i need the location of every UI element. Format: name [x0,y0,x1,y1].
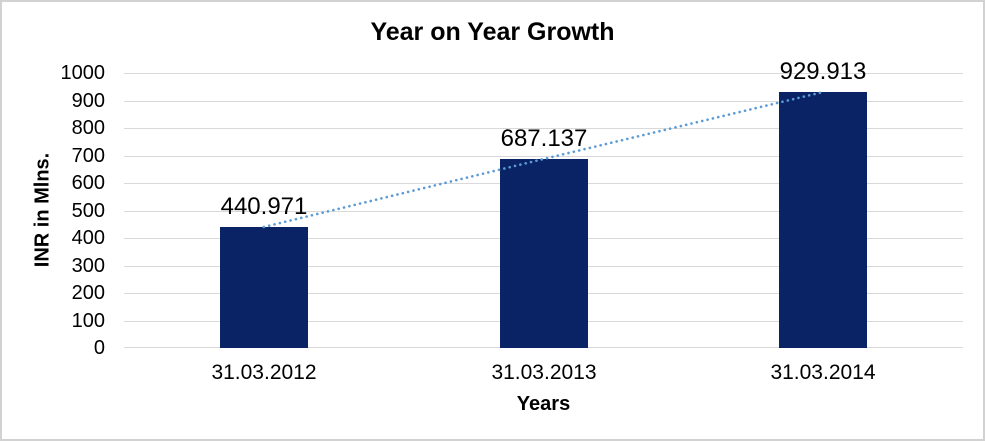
x-axis-title: Years [516,393,571,415]
gridline [124,101,963,102]
y-tick-label: 500 [71,200,105,222]
gridline [124,128,963,129]
y-tick-label: 0 [93,337,105,359]
y-tick-label: 200 [71,282,105,304]
y-tick-label: 100 [71,310,105,332]
y-tick-label: 700 [71,145,105,167]
y-tick-label: 900 [71,90,105,112]
bar [779,92,867,348]
y-tick-label: 1000 [60,62,106,84]
chart-title: Year on Year Growth [370,18,615,46]
trendline [262,90,825,229]
gridline [124,156,963,157]
y-tick-label: 400 [71,227,105,249]
y-tick-label: 800 [71,117,105,139]
y-tick-label: 600 [71,172,105,194]
gridline [124,73,963,74]
data-label: 687.137 [500,125,588,152]
bar [220,227,308,348]
data-label: 440.971 [220,193,308,220]
x-tick-label: 31.03.2013 [491,361,597,384]
bar [500,159,588,348]
x-tick-label: 31.03.2012 [211,361,317,384]
y-tick-label: 300 [71,255,105,277]
data-label: 929.913 [779,58,867,85]
trendline-path [262,90,825,229]
x-tick-label: 31.03.2014 [770,361,876,384]
